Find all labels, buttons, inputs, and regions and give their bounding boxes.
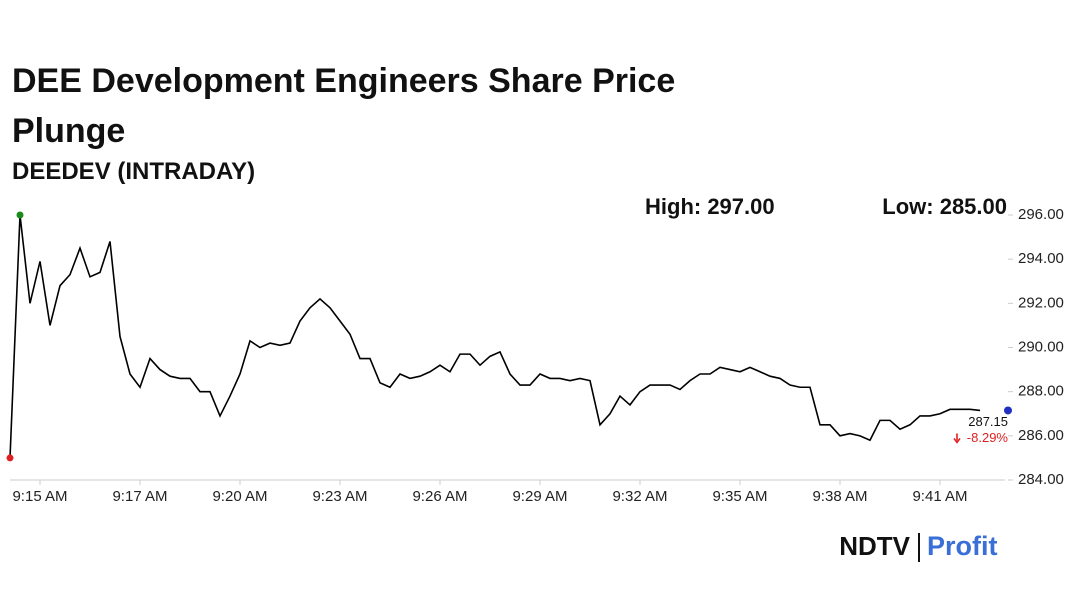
high-marker bbox=[16, 211, 24, 219]
y-tick-label: 284.00 bbox=[1018, 471, 1064, 488]
chart-subtitle: DEEDEV (INTRADAY) bbox=[12, 158, 256, 185]
start-marker bbox=[6, 454, 14, 462]
high-label: High: 297.00 bbox=[645, 194, 775, 219]
y-tick-label: 290.00 bbox=[1018, 338, 1064, 355]
end-marker bbox=[1004, 406, 1012, 415]
x-tick-label: 9:17 AM bbox=[112, 488, 167, 505]
x-tick-label: 9:26 AM bbox=[412, 488, 467, 505]
x-tick-label: 9:32 AM bbox=[612, 488, 667, 505]
x-tick-label: 9:23 AM bbox=[312, 488, 367, 505]
low-label: Low: 285.00 bbox=[882, 194, 1007, 219]
y-tick-label: 288.00 bbox=[1018, 383, 1064, 400]
logo-right: Profit bbox=[927, 531, 998, 561]
y-tick-label: 286.00 bbox=[1018, 427, 1064, 444]
down-arrow bbox=[953, 433, 961, 444]
price-line bbox=[9, 214, 981, 458]
change-label: -8.29% bbox=[967, 430, 1009, 445]
logo-left: NDTV bbox=[839, 531, 910, 561]
last-price-label: 287.15 bbox=[968, 414, 1008, 429]
x-tick-label: 9:41 AM bbox=[912, 488, 967, 505]
x-tick-label: 9:29 AM bbox=[512, 488, 567, 505]
y-tick-label: 294.00 bbox=[1018, 250, 1064, 267]
x-tick-label: 9:15 AM bbox=[12, 488, 67, 505]
chart-title: DEE Development Engineers Share Price Pl… bbox=[12, 62, 676, 150]
y-tick-label: 296.00 bbox=[1018, 206, 1064, 223]
y-tick-label: 292.00 bbox=[1018, 294, 1064, 311]
x-tick-label: 9:35 AM bbox=[712, 488, 767, 505]
x-tick-label: 9:20 AM bbox=[212, 488, 267, 505]
x-tick-label: 9:38 AM bbox=[812, 488, 867, 505]
